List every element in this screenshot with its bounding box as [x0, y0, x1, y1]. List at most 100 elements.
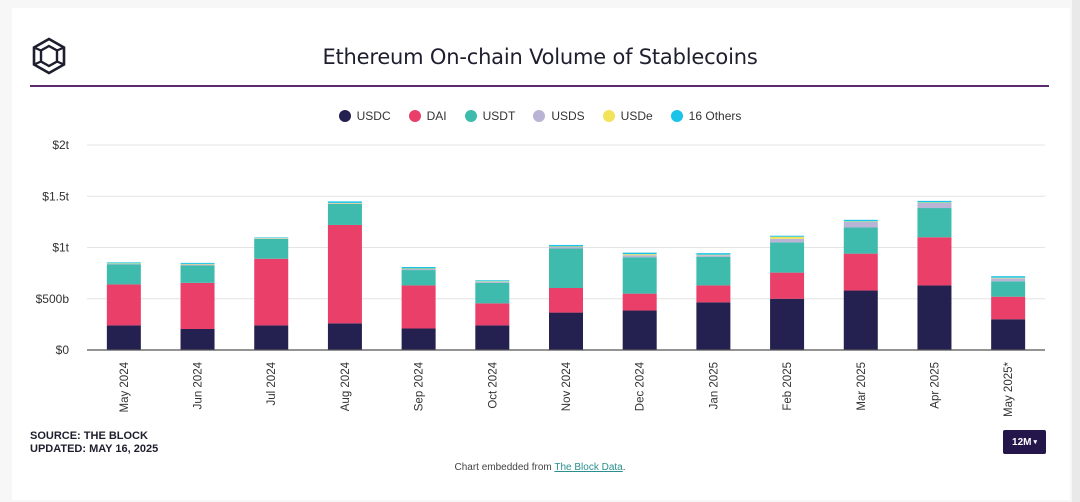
source-line: SOURCE: THE BLOCK: [30, 430, 148, 442]
bar-segment-usdc[interactable]: [401, 328, 436, 350]
x-tick-label: Feb 2025: [782, 362, 794, 411]
legend-item-usdt[interactable]: USDT: [464, 109, 515, 123]
bar-segment-usdt[interactable]: [180, 265, 215, 283]
bar-segment-usde[interactable]: [475, 281, 510, 282]
bar-segment-usds[interactable]: [917, 202, 952, 209]
bar-segment-usde[interactable]: [843, 221, 878, 222]
legend-swatch: [670, 110, 683, 122]
bar-segment-usds[interactable]: [991, 278, 1026, 282]
bar-segment-usdt[interactable]: [917, 208, 952, 238]
legend-item-dai[interactable]: DAI: [408, 109, 447, 123]
bar-segment-usdc[interactable]: [254, 325, 289, 350]
bar-segment-usdc[interactable]: [770, 298, 805, 350]
bar-segment-usdc[interactable]: [327, 323, 362, 350]
bar-segment-usdt[interactable]: [401, 270, 436, 286]
bar-segment-usdc[interactable]: [991, 319, 1026, 350]
bar-segment-16-others[interactable]: [770, 235, 805, 237]
bar-segment-16-others[interactable]: [622, 252, 657, 255]
bar-segment-usds[interactable]: [254, 238, 289, 239]
bar-segment-dai[interactable]: [254, 258, 289, 326]
bar-segment-usdc[interactable]: [106, 325, 141, 350]
bar-segment-dai[interactable]: [327, 224, 362, 324]
bar-segment-16-others[interactable]: [327, 201, 362, 203]
range-button-label: 12M: [1012, 436, 1032, 448]
bar-segment-usds[interactable]: [622, 255, 657, 258]
bar-segment-usdc[interactable]: [180, 328, 215, 350]
bar-segment-usdt[interactable]: [549, 248, 583, 288]
bar-segment-usdt[interactable]: [843, 227, 878, 254]
bar-segment-dai[interactable]: [180, 282, 215, 329]
bar-segment-usde[interactable]: [770, 236, 805, 239]
caret-down-icon: ▾: [1033, 439, 1037, 446]
bar-segment-usde[interactable]: [917, 202, 952, 203]
bar-segment-dai[interactable]: [622, 293, 657, 311]
bar-segment-16-others[interactable]: [917, 200, 952, 203]
x-tick-label: Nov 2024: [561, 361, 573, 411]
bar-segment-16-others[interactable]: [180, 262, 215, 264]
embed-suffix: .: [622, 462, 626, 473]
legend-item-usdc[interactable]: USDC: [338, 109, 391, 123]
bar-segment-16-others[interactable]: [475, 280, 510, 282]
bar-segment-dai[interactable]: [401, 285, 436, 329]
bar-segment-usds[interactable]: [106, 263, 141, 265]
bar-segment-dai[interactable]: [991, 296, 1026, 320]
bar-segment-usdt[interactable]: [622, 257, 657, 294]
bar-segment-usde[interactable]: [991, 277, 1026, 279]
legend-swatch: [408, 110, 421, 122]
embed-prefix: Chart embedded from: [454, 462, 555, 473]
bar-segment-usdt[interactable]: [106, 264, 141, 285]
bar-segment-usds[interactable]: [843, 221, 878, 228]
bar-segment-dai[interactable]: [917, 237, 952, 286]
bar-segment-16-others[interactable]: [106, 262, 141, 264]
bar-segment-usde[interactable]: [696, 254, 731, 256]
legend-swatch: [338, 110, 351, 122]
x-tick-label: Mar 2025: [856, 362, 868, 411]
bar-segment-16-others[interactable]: [843, 219, 878, 222]
bar-segment-usds[interactable]: [401, 269, 436, 271]
bar-segment-usdt[interactable]: [991, 281, 1026, 297]
bar-segment-dai[interactable]: [475, 303, 510, 326]
bar-segment-usdc[interactable]: [917, 285, 952, 350]
bar-segment-usdc[interactable]: [549, 312, 583, 350]
bar-segment-usde[interactable]: [549, 246, 583, 247]
bar-segment-16-others[interactable]: [254, 237, 289, 238]
bar-segment-usdt[interactable]: [327, 203, 362, 225]
legend-item-usds[interactable]: USDS: [533, 109, 585, 123]
legend-item-16-others[interactable]: 16 Others: [670, 109, 741, 123]
bar-segment-usdt[interactable]: [475, 282, 510, 304]
x-tick-label: Jan 2025: [708, 362, 720, 409]
bar-segment-usdc[interactable]: [843, 290, 878, 350]
bar-segment-dai[interactable]: [106, 284, 141, 326]
bar-segment-usds[interactable]: [180, 264, 215, 266]
bar-segment-usde[interactable]: [401, 268, 436, 270]
bar-segment-usde[interactable]: [180, 263, 215, 265]
bar-segment-dai[interactable]: [549, 287, 583, 313]
bar-segment-usds[interactable]: [770, 238, 805, 243]
bar-segment-16-others[interactable]: [401, 266, 436, 269]
bar-segment-16-others[interactable]: [696, 253, 731, 255]
x-tick-label: Apr 2025: [929, 362, 941, 409]
bar-segment-dai[interactable]: [770, 272, 805, 299]
the-block-data-link[interactable]: The Block Data: [554, 462, 623, 473]
bar-segment-usds[interactable]: [549, 246, 583, 249]
bar-segment-usds[interactable]: [696, 255, 731, 257]
bar-segment-usdt[interactable]: [254, 238, 289, 259]
bar-segment-usdt[interactable]: [770, 242, 805, 273]
chart-card: [12, 8, 1070, 500]
bar-segment-dai[interactable]: [696, 285, 731, 303]
bar-segment-usds[interactable]: [327, 203, 362, 204]
legend-label: USDC: [356, 109, 391, 123]
bar-segment-16-others[interactable]: [549, 244, 583, 247]
range-dropdown-button[interactable]: 12M ▾: [1003, 430, 1046, 454]
bar-segment-usdc[interactable]: [475, 325, 510, 350]
bar-segment-usdt[interactable]: [696, 256, 731, 286]
legend-item-usde[interactable]: USDe: [602, 109, 653, 123]
bar-segment-usds[interactable]: [475, 281, 510, 283]
bar-segment-usdc[interactable]: [696, 302, 731, 350]
bar-segment-usdc[interactable]: [622, 310, 657, 350]
bar-segment-usde[interactable]: [106, 263, 141, 264]
bar-segment-usde[interactable]: [327, 202, 362, 204]
bar-segment-usde[interactable]: [622, 254, 657, 256]
bar-segment-dai[interactable]: [843, 253, 878, 291]
bar-segment-16-others[interactable]: [991, 276, 1026, 278]
